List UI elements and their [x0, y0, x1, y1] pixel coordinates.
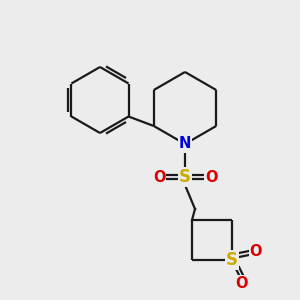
Text: S: S	[226, 251, 238, 269]
Text: S: S	[179, 168, 191, 186]
Text: O: O	[236, 277, 248, 292]
Text: O: O	[153, 169, 165, 184]
Text: O: O	[205, 169, 217, 184]
Text: O: O	[250, 244, 262, 260]
Text: N: N	[179, 136, 191, 152]
